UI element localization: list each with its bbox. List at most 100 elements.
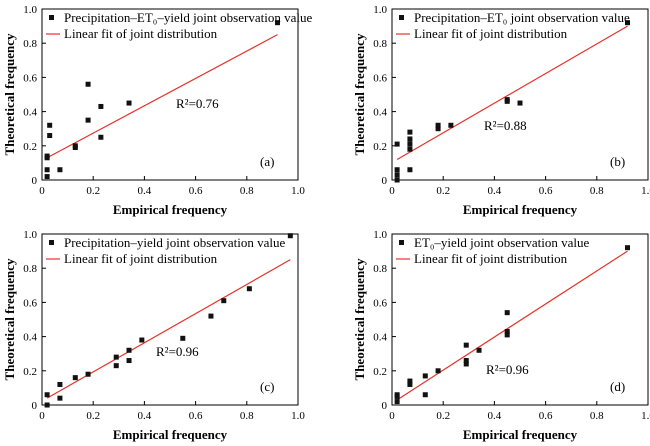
data-point <box>504 332 510 338</box>
data-point <box>504 328 510 334</box>
data-point <box>407 381 413 387</box>
panel-label: (d) <box>610 379 625 394</box>
x-tick-label: 0 <box>389 185 395 197</box>
x-axis-label: Empirical frequency <box>113 202 228 217</box>
data-point <box>85 81 91 87</box>
data-point <box>44 174 50 180</box>
data-point <box>85 117 91 123</box>
data-point <box>504 97 510 103</box>
data-point <box>57 395 63 401</box>
y-tick-label: 0.2 <box>23 366 37 378</box>
y-tick-label: 1.0 <box>373 229 387 241</box>
data-point <box>394 167 400 173</box>
x-tick-label: 0.4 <box>488 410 502 422</box>
data-point <box>44 392 50 398</box>
legend-marker <box>49 240 54 245</box>
data-point <box>126 347 132 353</box>
data-point <box>463 342 469 348</box>
chart-panel-4: 0 0.2 0.4 0.6 0.8 1.0 0 0.2 0.4 0.6 0.8 1.0 Empirica… <box>352 229 650 442</box>
y-tick-label: 1.0 <box>23 4 37 16</box>
data-point <box>98 134 104 140</box>
data-point <box>44 402 50 408</box>
data-point <box>625 245 631 251</box>
legend-line-label: Linear fit of joint distribution <box>414 251 568 266</box>
x-tick-label: 0.4 <box>138 410 152 422</box>
y-tick-label: 0.6 <box>23 297 37 309</box>
data-point <box>407 141 413 147</box>
x-tick-label: 0 <box>39 410 45 422</box>
data-point <box>448 122 454 128</box>
data-point <box>44 167 50 173</box>
data-point <box>435 126 441 132</box>
y-axis-label: Theoretical frequency <box>2 33 17 155</box>
y-tick-label: 0.6 <box>373 72 387 84</box>
x-tick-label: 1.0 <box>641 410 650 422</box>
data-point <box>463 361 469 367</box>
data-point <box>407 136 413 142</box>
y-tick-label: 0 <box>32 175 38 187</box>
panel-label: (a) <box>260 154 274 169</box>
data-point <box>44 153 50 159</box>
x-tick-label: 0.8 <box>590 185 604 197</box>
data-point <box>221 298 227 304</box>
legend-scatter-label: Precipitation–yield joint observation va… <box>64 235 286 250</box>
x-tick-label: 0 <box>389 410 395 422</box>
fit-line <box>46 34 278 159</box>
chart-panel-2: 0 0.2 0.4 0.6 0.8 1.0 0 0.2 0.4 0.6 0.8 1.0 Empirica… <box>352 4 650 217</box>
data-point <box>126 358 132 364</box>
data-point <box>113 363 119 369</box>
y-tick-label: 0 <box>382 175 388 187</box>
legend-line-label: Linear fit of joint distribution <box>64 26 218 41</box>
data-point <box>625 20 631 26</box>
data-point <box>435 122 441 128</box>
legend-scatter-label: Precipitation–ET₀ joint observation valu… <box>414 10 630 25</box>
data-point <box>517 100 523 106</box>
x-tick-label: 1.0 <box>291 185 305 197</box>
x-tick-label: 0.8 <box>240 185 254 197</box>
fit-line <box>396 25 628 160</box>
plot-frame <box>391 233 649 406</box>
x-tick-label: 0 <box>39 185 45 197</box>
y-tick-label: 0.2 <box>373 141 387 153</box>
y-tick-label: 0.8 <box>373 38 387 50</box>
x-tick-label: 0.8 <box>590 410 604 422</box>
y-tick-label: 0.2 <box>23 141 37 153</box>
data-point <box>113 354 119 360</box>
data-point <box>139 337 145 343</box>
data-point <box>47 122 53 128</box>
y-tick-label: 0.4 <box>23 107 37 119</box>
legend-marker <box>399 15 404 20</box>
data-point <box>394 177 400 183</box>
y-tick-label: 0.8 <box>23 38 37 50</box>
x-tick-label: 0.8 <box>240 410 254 422</box>
data-point <box>57 381 63 387</box>
y-axis-label: Theoretical frequency <box>352 33 367 155</box>
x-axis-label: Empirical frequency <box>113 427 228 442</box>
x-tick-label: 0.2 <box>86 410 100 422</box>
data-point <box>98 103 104 109</box>
data-point <box>394 399 400 405</box>
y-tick-label: 0.6 <box>373 297 387 309</box>
data-point <box>407 378 413 384</box>
legend-marker <box>49 15 54 20</box>
data-point <box>126 100 132 106</box>
data-point <box>476 347 482 353</box>
data-point <box>275 20 281 26</box>
x-tick-label: 0.2 <box>436 410 450 422</box>
legend-line-label: Linear fit of joint distribution <box>414 26 568 41</box>
data-point <box>407 146 413 152</box>
y-tick-label: 0.4 <box>373 332 387 344</box>
plot-frame <box>41 8 299 181</box>
y-tick-label: 0 <box>382 400 388 412</box>
data-point <box>246 286 252 292</box>
data-point <box>180 335 186 341</box>
x-axis-label: Empirical frequency <box>463 427 578 442</box>
fit-line <box>396 250 628 401</box>
data-point <box>422 373 428 379</box>
data-point <box>47 133 53 139</box>
r2-annotation: R²=0.96 <box>156 344 199 359</box>
data-point <box>407 167 413 173</box>
data-point <box>394 141 400 147</box>
y-tick-label: 0.8 <box>23 263 37 275</box>
x-tick-label: 1.0 <box>291 410 305 422</box>
